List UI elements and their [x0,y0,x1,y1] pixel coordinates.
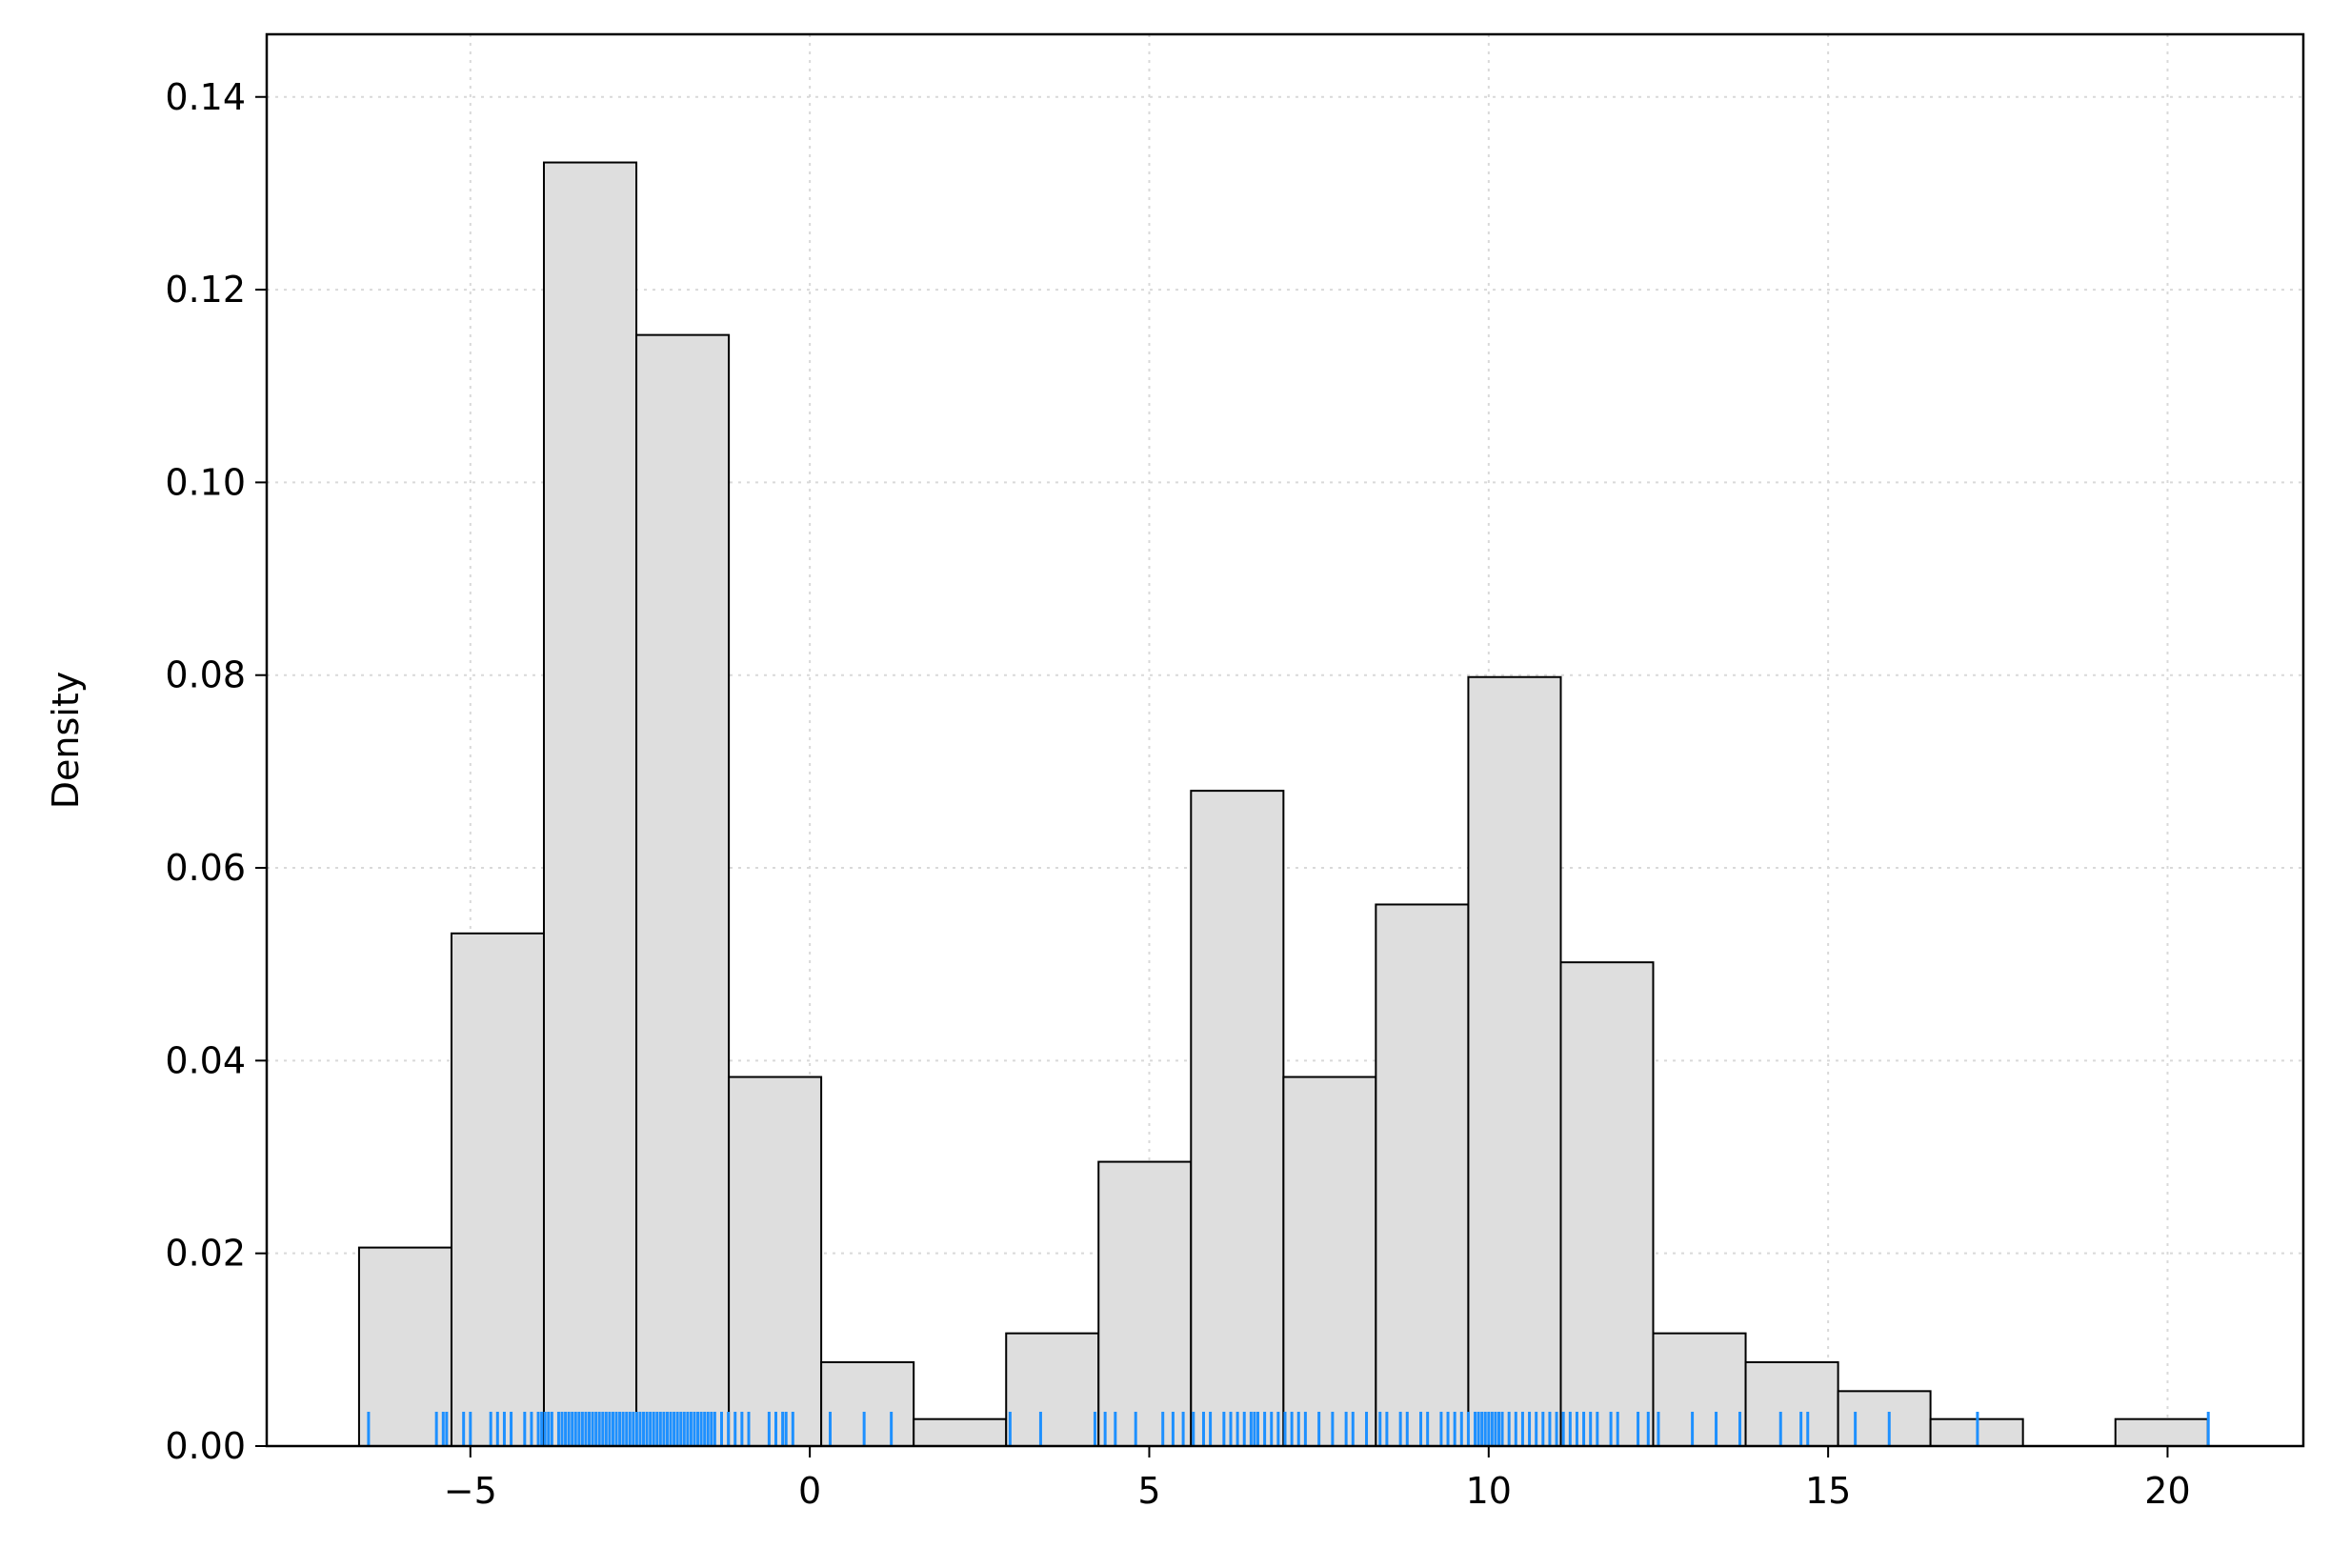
y-tick-label: 0.08 [165,654,246,696]
histogram-bar [1190,790,1285,1447]
x-tick-label: 0 [798,1470,821,1512]
histogram-bar [1467,675,1562,1447]
histogram-bars [357,161,2209,1448]
x-tick-label: 10 [1466,1470,1512,1512]
x-tick-label: 5 [1137,1470,1160,1512]
histogram-bar [1282,1075,1377,1448]
histogram-bar [542,161,638,1448]
histogram-bar [1005,1332,1100,1448]
histogram-bar [1652,1332,1747,1448]
y-axis-ticks: 0.00 0.02 0.04 0.06 0.08 0.10 0.12 0.14 [165,76,267,1467]
y-tick-label: 0.06 [165,847,246,889]
histogram-bar [1837,1390,1932,1448]
rug-marks [367,1412,2210,1446]
histogram-bar [913,1417,1008,1447]
y-axis-label: Density [45,672,87,809]
histogram-bar [1559,961,1655,1447]
y-tick-label: 0.00 [165,1425,246,1467]
histogram-bar [1097,1160,1193,1447]
histogram-bar [728,1075,823,1448]
histogram-bar [2114,1417,2209,1447]
x-tick-label: 20 [2144,1470,2190,1512]
x-axis-ticks: −5 0 5 10 15 20 [444,1446,2191,1512]
histogram-bar [1375,903,1470,1447]
x-tick-label: 15 [1805,1470,1851,1512]
y-tick-label: 0.12 [165,269,246,311]
histogram-bar [820,1360,915,1448]
y-tick-label: 0.10 [165,461,246,503]
histogram-bar [635,333,731,1447]
plot-frame [265,32,2305,1448]
histogram-bar [1744,1360,1839,1448]
y-tick-label: 0.02 [165,1233,246,1275]
y-tick-label: 0.14 [165,76,246,118]
histogram-bar [450,932,545,1447]
y-tick-label: 0.04 [165,1039,246,1081]
x-tick-label: −5 [444,1470,497,1512]
